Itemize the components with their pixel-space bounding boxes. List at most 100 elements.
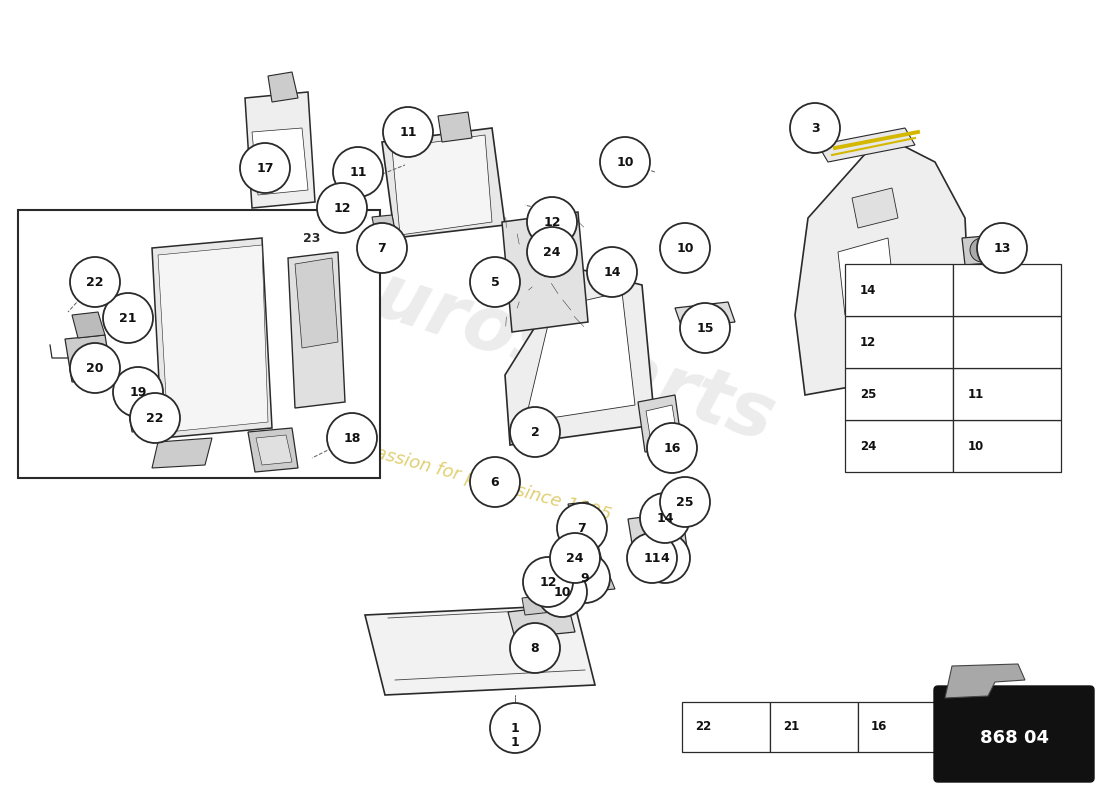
Text: 11: 11 (968, 387, 984, 401)
Text: 11: 11 (350, 166, 366, 178)
Circle shape (560, 553, 610, 603)
Text: 23: 23 (304, 231, 321, 245)
Text: 18: 18 (343, 431, 361, 445)
Circle shape (490, 703, 540, 753)
Text: 24: 24 (566, 551, 584, 565)
Text: 1: 1 (510, 735, 519, 749)
Text: 8: 8 (530, 642, 539, 654)
Text: 22: 22 (86, 275, 103, 289)
Circle shape (537, 567, 587, 617)
Text: 16: 16 (663, 442, 681, 454)
Polygon shape (818, 128, 915, 162)
Text: a passion for parts since 1995: a passion for parts since 1995 (346, 436, 614, 524)
Text: 12: 12 (860, 335, 877, 349)
Text: 9: 9 (581, 571, 590, 585)
Polygon shape (522, 595, 552, 615)
Circle shape (600, 137, 650, 187)
Polygon shape (795, 135, 972, 395)
FancyBboxPatch shape (845, 368, 953, 420)
Text: 10: 10 (676, 242, 694, 254)
Text: 19: 19 (130, 386, 146, 398)
Text: 4: 4 (661, 551, 670, 565)
Text: 25: 25 (676, 495, 694, 509)
Polygon shape (365, 605, 595, 695)
Polygon shape (575, 572, 615, 592)
Polygon shape (158, 245, 268, 432)
Text: 10: 10 (553, 586, 571, 598)
Circle shape (970, 238, 994, 262)
Text: 25: 25 (860, 387, 877, 401)
Text: 12: 12 (539, 575, 557, 589)
Circle shape (510, 623, 560, 673)
Text: 5: 5 (491, 275, 499, 289)
Circle shape (587, 247, 637, 297)
Polygon shape (65, 335, 112, 382)
Circle shape (383, 107, 433, 157)
Circle shape (470, 257, 520, 307)
Text: 10: 10 (968, 439, 984, 453)
Circle shape (680, 303, 730, 353)
Polygon shape (646, 405, 678, 448)
Circle shape (130, 393, 180, 443)
FancyBboxPatch shape (953, 368, 1062, 420)
Polygon shape (438, 112, 472, 142)
Circle shape (113, 367, 163, 417)
Polygon shape (502, 212, 588, 332)
Text: 14: 14 (603, 266, 620, 278)
Polygon shape (72, 312, 104, 338)
Circle shape (660, 223, 710, 273)
Text: 21: 21 (783, 721, 800, 734)
FancyBboxPatch shape (953, 316, 1062, 368)
Text: 7: 7 (377, 242, 386, 254)
Text: 17: 17 (256, 162, 274, 174)
Circle shape (333, 147, 383, 197)
Polygon shape (565, 545, 605, 575)
Circle shape (510, 407, 560, 457)
Circle shape (70, 257, 120, 307)
FancyBboxPatch shape (682, 702, 770, 752)
Polygon shape (268, 72, 298, 102)
FancyBboxPatch shape (845, 420, 953, 472)
Polygon shape (152, 238, 272, 438)
Text: 22: 22 (146, 411, 164, 425)
Text: 3: 3 (811, 122, 819, 134)
Text: 1: 1 (510, 722, 519, 734)
Polygon shape (372, 215, 395, 232)
Circle shape (977, 223, 1027, 273)
Circle shape (470, 457, 520, 507)
Polygon shape (628, 512, 688, 562)
Circle shape (627, 533, 676, 583)
Circle shape (317, 183, 367, 233)
Circle shape (527, 197, 578, 247)
Circle shape (557, 503, 607, 553)
Text: 12: 12 (543, 215, 561, 229)
Circle shape (647, 423, 697, 473)
Text: 24: 24 (860, 439, 877, 453)
Text: 15: 15 (696, 322, 714, 334)
Circle shape (103, 293, 153, 343)
Polygon shape (852, 188, 898, 228)
Circle shape (522, 557, 573, 607)
Polygon shape (675, 302, 735, 328)
Text: 20: 20 (86, 362, 103, 374)
Polygon shape (288, 252, 345, 408)
Polygon shape (638, 395, 682, 452)
Text: 868 04: 868 04 (979, 729, 1048, 747)
Text: 14: 14 (657, 511, 673, 525)
Polygon shape (525, 292, 635, 422)
Text: 22: 22 (695, 721, 712, 734)
Polygon shape (945, 664, 1025, 698)
FancyBboxPatch shape (953, 264, 1062, 316)
Polygon shape (838, 238, 895, 315)
Polygon shape (962, 235, 1002, 265)
Circle shape (70, 343, 120, 393)
Circle shape (327, 413, 377, 463)
Polygon shape (245, 92, 315, 208)
Circle shape (358, 223, 407, 273)
FancyBboxPatch shape (953, 420, 1062, 472)
Polygon shape (152, 438, 212, 468)
FancyBboxPatch shape (858, 702, 946, 752)
Text: 16: 16 (871, 721, 888, 734)
Text: 11: 11 (399, 126, 417, 138)
Circle shape (527, 227, 578, 277)
